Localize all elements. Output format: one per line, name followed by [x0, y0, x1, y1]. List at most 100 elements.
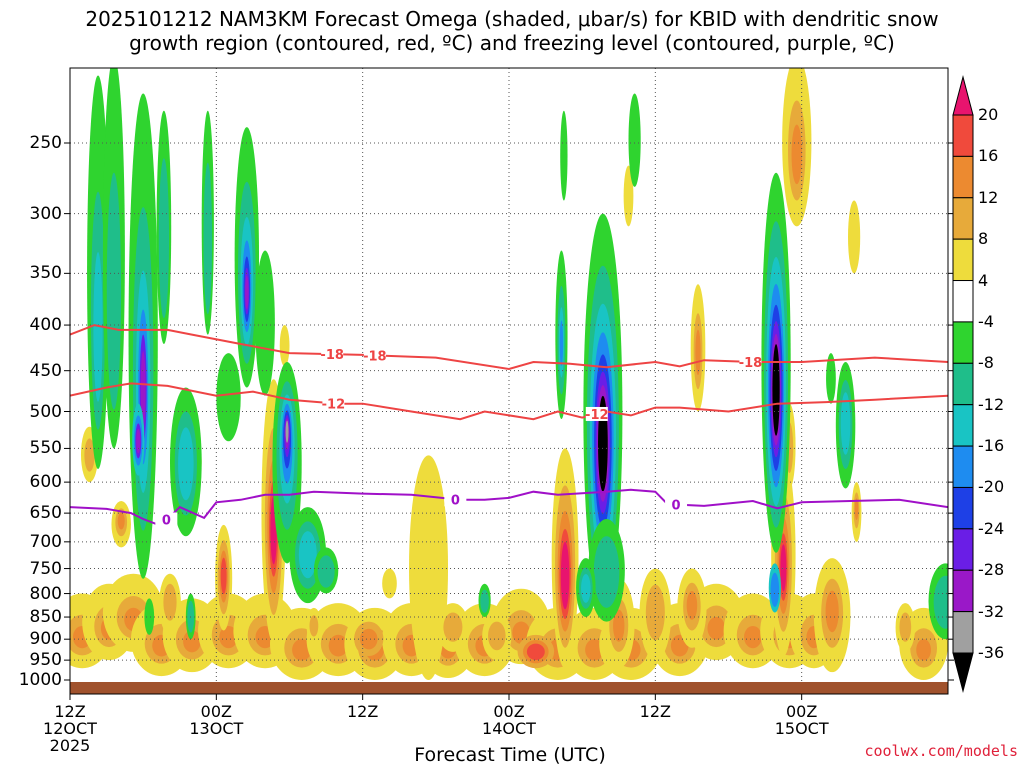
omega-shaded-region [559, 320, 564, 367]
y-tick-label: 350 [29, 263, 62, 284]
contour-label-bg [665, 497, 688, 512]
y-tick-label: 800 [29, 583, 62, 604]
omega-shaded-region [593, 536, 620, 608]
contour-label: -18 [739, 356, 763, 371]
colorbar-label: 20 [978, 105, 999, 124]
colorbar-swatch [952, 155, 974, 199]
omega-shaded-region [581, 573, 591, 603]
omega-shaded-region [309, 615, 319, 637]
x-axis-label: Forecast Time (UTC) [414, 744, 606, 766]
omega-shaded-region [695, 329, 701, 376]
x-tick-label: 00Z 14OCT [469, 703, 549, 737]
contour-label-bg [322, 396, 345, 411]
colorbar-swatch [952, 321, 974, 364]
colorbar-swatch [952, 114, 974, 157]
omega-shaded-region [359, 628, 378, 650]
x-tick-label-line: 15OCT [774, 719, 829, 738]
axis-ticks [64, 142, 954, 700]
omega-shaded-region [219, 625, 238, 649]
x-tick-label-line: 00Z [785, 702, 818, 721]
omega-shaded-region [93, 252, 103, 402]
contour-label: 0 [451, 493, 460, 508]
omega-shaded-region [560, 110, 568, 201]
omega-shaded-region [279, 325, 290, 367]
colorbar-cap-top [952, 75, 974, 116]
colorbar-swatch [952, 486, 974, 530]
chart-title-line-1: 2025101212 NAM3KM Forecast Omega (shaded… [85, 7, 939, 31]
contour-label: 0 [162, 514, 171, 529]
x-tick-label: 12Z [615, 703, 695, 720]
omega-shaded-region [140, 351, 146, 428]
contour-label-bg [739, 354, 762, 369]
omega-shaded-region [117, 512, 125, 530]
omega-shaded-region [317, 555, 335, 588]
x-tick-label: 00Z 13OCT [176, 703, 256, 737]
omega-shaded-region [183, 630, 201, 653]
colorbar-label: 8 [978, 229, 989, 249]
y-tick-label: 600 [29, 472, 62, 493]
contour-label: -18 [320, 348, 344, 363]
omega-shaded-region [178, 427, 194, 501]
omega-shaded-region [163, 583, 177, 621]
contour-label: 0 [672, 499, 681, 514]
credit-link[interactable]: coolwx.com/models [864, 742, 1018, 760]
colorbar-swatch [952, 362, 974, 406]
contour-label-bg [321, 347, 344, 362]
colorbar-label: -8 [978, 353, 994, 373]
x-tick-label-line: 00Z [200, 702, 232, 721]
y-tick-label: 300 [29, 203, 62, 224]
omega-shaded-region [216, 353, 241, 442]
omega-shaded-region [220, 557, 227, 595]
y-tick-label: 750 [29, 558, 62, 579]
omega-shaded-region [628, 93, 641, 187]
x-tick-label-line: 13OCT [189, 719, 244, 738]
contour-line [70, 382, 948, 421]
omega-shaded-region [480, 589, 489, 613]
omega-shaded-region [158, 158, 170, 319]
y-tick-label: 550 [29, 438, 62, 459]
colorbar-label: 4 [978, 270, 989, 290]
omega-shaded-region [255, 250, 275, 396]
omega-shaded-region [443, 612, 463, 642]
colorbar-swatch [952, 528, 974, 571]
contour-label: -12 [585, 408, 609, 423]
omega-shaded-region [825, 590, 839, 633]
omega-shaded-region [409, 455, 449, 680]
omega-shaded-region [840, 392, 851, 455]
omega-shaded-region [245, 275, 249, 310]
x-tick-label: 12Z 12OCT 2025 [30, 703, 110, 754]
omega-shaded-region [744, 625, 762, 649]
y-tick-label: 850 [29, 607, 62, 628]
omega-shaded-region [780, 544, 787, 592]
omega-shaded-region [106, 172, 122, 410]
colorbar-label: -20 [978, 477, 1005, 497]
y-tick-label: 400 [29, 315, 62, 336]
omega-shaded-region [613, 609, 625, 642]
contour-label-bg [585, 406, 608, 421]
colorbar-swatch [952, 280, 974, 323]
x-tick-label-line: 12Z [346, 702, 379, 721]
omega-shaded-region [848, 200, 861, 274]
colorbar-label: 16 [978, 146, 999, 166]
colorbar-swatch [952, 445, 974, 488]
x-tick-label-line: 2025 [49, 736, 91, 755]
colorbar-swatch [952, 569, 974, 613]
omega-shaded-region [285, 420, 289, 443]
omega-shaded-region [826, 353, 836, 404]
x-tick-label-line: 12Z [54, 702, 86, 721]
colorbar-swatch [952, 611, 974, 654]
colorbar-label: -24 [978, 518, 1005, 538]
omega-shaded-region [84, 438, 95, 472]
colorbar-label: 12 [978, 187, 999, 207]
x-tick-label: 00Z 15OCT [762, 703, 842, 737]
omega-shaded-region [623, 165, 634, 227]
colorbar-label: -28 [978, 560, 1005, 580]
colorbar-label: -36 [978, 643, 1005, 662]
omega-shaded-region [585, 639, 604, 661]
contour-label-bg [363, 348, 386, 363]
y-tick-label: 650 [29, 503, 62, 524]
colorbar-swatch [952, 197, 974, 240]
x-tick-label-line: 12Z [639, 702, 671, 721]
colorbar-label: -4 [978, 311, 994, 331]
omega-shaded-region [933, 575, 948, 629]
